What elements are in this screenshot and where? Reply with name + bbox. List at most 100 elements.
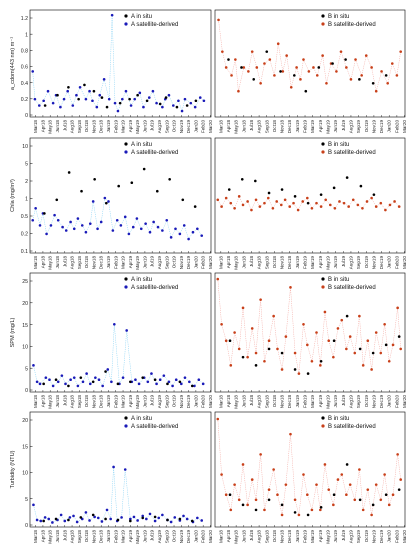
x-tick-label: Aug18 <box>70 256 75 270</box>
x-tick-label: Mar19 <box>310 530 315 543</box>
data-point <box>72 514 75 518</box>
x-tick-label: Sep19 <box>164 530 169 544</box>
series-line <box>218 19 401 92</box>
data-point <box>155 382 158 386</box>
x-tick-label: Jan19 <box>106 530 111 543</box>
data-point <box>284 335 288 338</box>
data-point <box>47 517 51 521</box>
x-tick-label: Apr19 <box>128 120 133 133</box>
data-point <box>399 347 403 351</box>
data-point <box>197 378 201 382</box>
data-point <box>173 516 177 519</box>
y-tick-label: 20 <box>22 418 28 424</box>
chart-chla-B: Mar18 Apr18 May18 Jun18 Jul18 Aug18 Sep18 Oct18… <box>214 137 407 270</box>
data-point <box>141 514 145 518</box>
data-point <box>384 74 388 77</box>
data-point <box>283 198 287 202</box>
x-tick-label: Oct18 <box>84 395 89 408</box>
data-point <box>129 519 132 523</box>
data-point <box>246 200 249 203</box>
data-point <box>374 331 378 334</box>
data-point <box>217 18 220 22</box>
x-tick-label: Jun19 <box>142 256 147 269</box>
data-point <box>161 229 164 232</box>
data-point <box>185 104 189 107</box>
x-tick-label: Jun19 <box>333 256 338 269</box>
data-point <box>338 200 341 203</box>
data-point <box>118 101 122 105</box>
x-tick-label: Aug18 <box>257 120 262 134</box>
legend-marker <box>124 277 128 281</box>
data-point <box>216 277 220 281</box>
x-tick-label: Feb20 <box>394 256 399 269</box>
data-point <box>42 382 45 386</box>
data-point <box>319 508 322 512</box>
data-point <box>193 384 196 388</box>
data-point <box>216 198 220 202</box>
data-point <box>92 89 96 93</box>
data-point <box>306 201 310 205</box>
x-tick-label: May19 <box>325 530 330 544</box>
x-tick-label: Oct18 <box>272 256 277 269</box>
y-tick-label: 0.5 <box>21 214 28 220</box>
x-tick-label: Mar19 <box>121 120 126 133</box>
data-point <box>364 54 368 57</box>
y-tick-label: 10 <box>22 471 28 477</box>
legend-label: B in situ <box>328 277 349 283</box>
data-point <box>374 205 378 208</box>
data-point <box>351 198 355 202</box>
y-tick-label: 0.4 <box>21 81 28 87</box>
data-point <box>200 234 204 237</box>
data-point <box>175 105 179 109</box>
data-point <box>247 70 250 73</box>
x-tick-label: Sep18 <box>77 395 82 409</box>
x-tick-label: May19 <box>325 120 330 134</box>
data-point <box>302 58 305 61</box>
legend-marker <box>321 416 325 420</box>
x-tick-label: Oct19 <box>172 120 177 133</box>
x-tick-label: Oct19 <box>172 395 177 408</box>
data-point <box>182 224 186 227</box>
legend-marker <box>124 22 128 26</box>
data-point <box>332 186 336 190</box>
x-tick-label: Feb20 <box>201 395 206 408</box>
x-tick-label: Mar18 <box>218 256 223 269</box>
data-point <box>54 378 58 382</box>
data-point <box>233 483 236 486</box>
x-tick-label: Sep19 <box>356 530 361 544</box>
data-point <box>361 364 365 367</box>
data-point <box>35 380 39 384</box>
x-tick-label: May18 <box>234 530 239 544</box>
data-point <box>43 212 46 215</box>
data-point <box>88 222 92 225</box>
data-point <box>371 503 375 507</box>
data-point <box>155 189 159 193</box>
data-point <box>332 503 335 507</box>
data-point <box>147 96 151 99</box>
data-point <box>198 96 202 99</box>
x-tick-label: Feb19 <box>303 256 308 269</box>
x-tick-label: Oct18 <box>84 120 89 133</box>
data-point <box>266 196 270 200</box>
data-point <box>107 200 110 203</box>
data-point <box>177 99 180 103</box>
data-point <box>230 74 233 77</box>
data-point <box>156 225 160 229</box>
data-point <box>166 518 169 522</box>
data-point <box>144 222 147 225</box>
data-point <box>390 62 394 65</box>
data-point <box>280 368 284 371</box>
data-point <box>148 230 152 234</box>
data-point <box>224 66 228 69</box>
plot-frame <box>29 272 212 393</box>
x-tick-label: Jan19 <box>106 120 111 133</box>
data-point <box>246 503 249 507</box>
x-tick-label: Oct19 <box>364 120 369 133</box>
data-point <box>306 372 310 375</box>
x-tick-label: Sep18 <box>77 256 82 270</box>
data-point <box>77 97 80 101</box>
y-tick-label: 5 <box>25 497 28 503</box>
data-point <box>397 205 401 208</box>
data-point <box>242 66 246 69</box>
data-point <box>371 82 375 85</box>
